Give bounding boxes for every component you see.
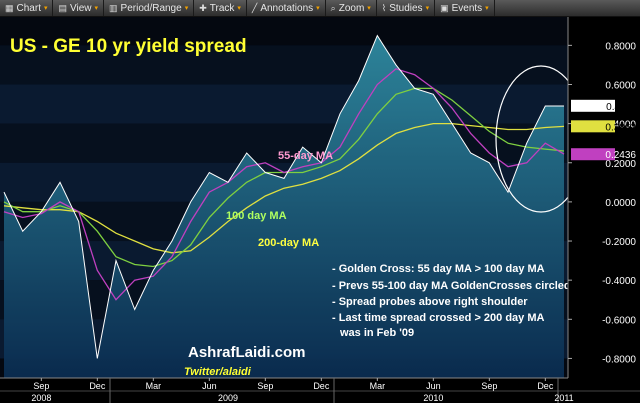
- chevron-down-icon: ▾: [316, 5, 320, 12]
- chart-toolbar: ▦ Chart ▾ ▤ View ▾ ▥ Period/Range ▾ ✚ Track ▾ ╱ Annot…: [0, 0, 640, 17]
- watermark: AshrafLaidi.com: [188, 344, 306, 361]
- value-label-badge: [571, 120, 615, 133]
- toolbar-item-label: Annotations: [260, 2, 314, 14]
- ma55-line: [3, 68, 565, 301]
- annotation-line: was in Feb '09: [339, 327, 414, 339]
- events-icon: ▣: [440, 2, 449, 13]
- toolbar-item-label: Studies: [389, 2, 423, 14]
- toolbar-item-view[interactable]: ▤ View ▾: [53, 0, 105, 16]
- x-tick-label: Mar: [146, 381, 162, 391]
- chevron-down-icon: ▾: [94, 5, 99, 12]
- year-label: 2008: [31, 393, 51, 403]
- value-label-badge: [571, 99, 615, 112]
- value-labels: 0.4911 0.3862 0.2436: [571, 99, 636, 161]
- y-axis: 0.8000 0.6000 0.4000 0.2000 0.0000 -0.2000 -0.…: [567, 16, 640, 378]
- toolbar-item-period-range[interactable]: ▥ Period/Range ▾: [104, 0, 195, 16]
- studies-icon: ⌇: [381, 2, 387, 13]
- value-label: 0.2436: [605, 150, 636, 161]
- chart-icon: ▦: [5, 2, 14, 13]
- year-label: 2011: [554, 393, 573, 403]
- year-label: 2010: [423, 393, 443, 403]
- toolbar-item-label: View: [70, 2, 92, 14]
- y-axis-background: [568, 16, 640, 378]
- track-icon: ✚: [199, 2, 207, 13]
- toolbar-item-annotations[interactable]: ╱ Annotations ▾: [247, 0, 326, 16]
- y-tick-label: -0.6000: [602, 315, 636, 326]
- spread-line: [3, 34, 564, 359]
- x-axis: Sep Dec Mar Jun Sep Dec Mar Jun Sep Dec 2008 2009 20…: [0, 377, 640, 403]
- toolbar-item-studies[interactable]: ⌇ Studies ▾: [377, 0, 436, 16]
- y-tick-label: -0.2000: [602, 237, 636, 248]
- ma55-label: 55-day MA: [278, 150, 333, 162]
- x-tick-label: Jun: [202, 381, 217, 391]
- value-label: 0.4911: [606, 102, 636, 113]
- spread-area-fill: [4, 35, 564, 378]
- toolbar-item-label: Events: [451, 2, 483, 14]
- y-tick-label: 0.0000: [605, 198, 636, 209]
- y-tick-label: 0.4000: [605, 120, 636, 131]
- toolbar-item-label: Chart: [16, 2, 41, 14]
- view-icon: ▤: [58, 2, 67, 13]
- chevron-down-icon: ▾: [184, 5, 189, 12]
- period-range-icon: ▥: [109, 2, 118, 13]
- toolbar-item-events[interactable]: ▣ Events ▾: [435, 0, 495, 16]
- toolbar-item-label: Period/Range: [120, 2, 182, 14]
- x-tick-label: Sep: [257, 381, 273, 391]
- chevron-down-icon: ▾: [485, 5, 489, 12]
- annotations-icon: ╱: [251, 2, 258, 13]
- moving-average-lines: [3, 68, 565, 301]
- annotation-block: - Golden Cross: 55 day MA > 100 day MA -…: [332, 263, 571, 339]
- twitter-handle: Twitter/alaidi: [184, 366, 252, 378]
- toolbar-item-label: Zoom: [338, 2, 365, 14]
- toolbar-item-label: Track: [209, 2, 235, 14]
- x-tick-label: Dec: [89, 381, 106, 391]
- annotation-line: - Spread probes above right shoulder: [332, 296, 528, 308]
- y-tick-label: 0.2000: [605, 159, 636, 170]
- year-label: 2009: [218, 393, 238, 403]
- toolbar-item-track[interactable]: ✚ Track ▾: [194, 0, 247, 16]
- toolbar-item-chart[interactable]: ▦ Chart ▾: [0, 0, 54, 16]
- grid-band: [0, 45, 568, 85]
- grid-band: [0, 84, 568, 124]
- y-tick-label: -0.4000: [602, 276, 636, 287]
- x-tick-label: Dec: [313, 381, 330, 391]
- ma200-line: [3, 122, 565, 254]
- chevron-down-icon: ▾: [237, 5, 241, 12]
- y-tick-label: -0.8000: [602, 354, 636, 365]
- x-tick-label: Jun: [426, 381, 441, 391]
- annotation-line: - Prevs 55-100 day MA GoldenCrosses circ…: [332, 280, 571, 292]
- toolbar-item-zoom[interactable]: ⌕ Zoom ▾: [326, 0, 377, 16]
- value-label-badge: [571, 148, 615, 161]
- x-tick-label: Mar: [370, 381, 386, 391]
- x-tick-label: Sep: [481, 381, 497, 391]
- annotation-line: - Golden Cross: 55 day MA > 100 day MA: [332, 263, 545, 275]
- zoom-icon: ⌕: [330, 2, 336, 13]
- y-tick-label: 0.8000: [605, 41, 636, 52]
- x-tick-label: Sep: [33, 381, 49, 391]
- ma200-label: 200-day MA: [258, 237, 319, 249]
- chevron-down-icon: ▾: [43, 5, 48, 12]
- value-label: 0.3862: [605, 122, 636, 133]
- chart-title: US - GE 10 yr yield spread: [10, 36, 247, 57]
- chevron-down-icon: ▾: [425, 5, 430, 12]
- ma100-label: 100 day MA: [226, 210, 287, 222]
- x-tick-label: Dec: [537, 381, 554, 391]
- chevron-down-icon: ▾: [367, 5, 371, 12]
- annotation-line: - Last time spread crossed > 200 day MA: [332, 312, 545, 324]
- y-tick-label: 0.6000: [605, 80, 636, 91]
